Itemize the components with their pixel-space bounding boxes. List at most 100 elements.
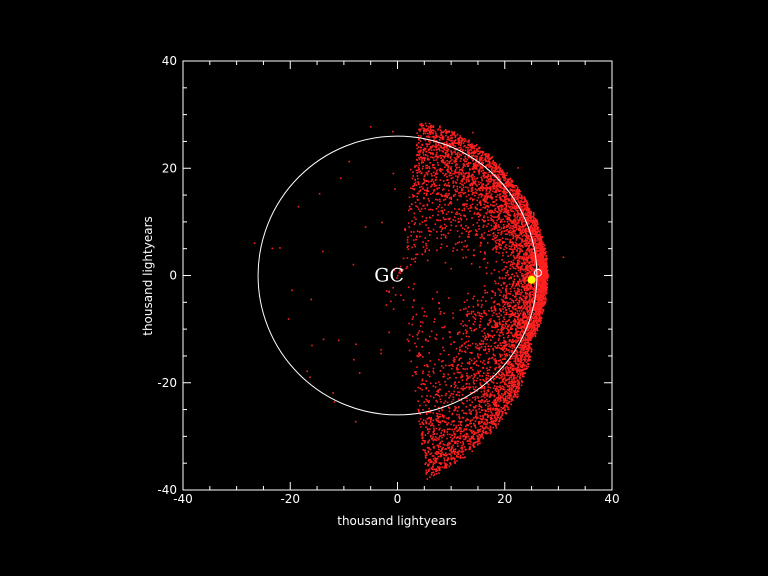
scatter-point — [427, 129, 429, 132]
scatter-point — [515, 330, 518, 333]
scatter-point — [516, 292, 518, 294]
scatter-point — [500, 406, 502, 409]
scatter-point — [469, 386, 472, 389]
scatter-point — [542, 270, 544, 273]
scatter-point — [406, 239, 409, 241]
scatter-point — [499, 331, 501, 334]
scatter-point — [516, 188, 519, 191]
scatter-point — [429, 458, 432, 461]
scatter-point — [417, 169, 419, 172]
scatter-point — [522, 231, 525, 234]
scatter-point — [530, 348, 533, 351]
scatter-point — [487, 173, 489, 176]
scatter-point — [518, 256, 521, 258]
scatter-point — [452, 173, 454, 175]
scatter-point — [466, 397, 468, 399]
scatter-point — [468, 383, 471, 385]
scatter-point — [495, 347, 498, 349]
scatter-point — [481, 367, 484, 369]
scatter-point — [443, 415, 445, 417]
scatter-point — [511, 299, 513, 301]
scatter-point — [477, 181, 480, 183]
scatter-point — [526, 200, 528, 202]
scatter-point — [481, 179, 483, 182]
scatter-point — [432, 436, 434, 438]
scatter-point — [438, 395, 441, 398]
scatter-point — [479, 244, 482, 247]
scatter-point — [442, 150, 444, 153]
scatter-point — [433, 433, 436, 435]
scatter-point — [501, 354, 503, 356]
scatter-point — [507, 205, 510, 207]
scatter-point — [506, 372, 508, 374]
scatter-point — [454, 381, 456, 384]
scatter-point — [535, 318, 537, 320]
scatter-point — [458, 353, 460, 355]
scatter-point — [461, 209, 463, 212]
scatter-point — [439, 226, 441, 228]
scatter-point — [521, 225, 524, 228]
scatter-point — [537, 324, 539, 327]
scatter-point — [534, 285, 536, 288]
scatter-point — [447, 456, 449, 459]
scatter-point — [430, 436, 432, 438]
scatter-point — [444, 394, 447, 397]
scatter-point — [524, 326, 526, 329]
scatter-point — [432, 439, 435, 442]
scatter-point — [424, 157, 427, 159]
scatter-point — [512, 220, 514, 223]
scatter-point — [428, 459, 430, 462]
scatter-point — [443, 142, 446, 144]
scatter-point — [466, 362, 469, 364]
scatter-point — [464, 350, 466, 353]
scatter-point — [524, 289, 526, 292]
scatter-point — [522, 314, 525, 317]
scatter-point — [504, 176, 506, 179]
scatter-point — [492, 204, 495, 207]
scatter-point — [476, 234, 479, 236]
scatter-point — [492, 247, 495, 249]
scatter-point — [461, 139, 464, 142]
scatter-point — [413, 182, 416, 185]
scatter-point — [515, 284, 518, 286]
scatter-point — [523, 327, 525, 329]
scatter-point — [524, 230, 526, 232]
scatter-point — [519, 202, 521, 204]
scatter-point — [504, 325, 507, 327]
scatter-point — [541, 249, 544, 252]
scatter-point — [494, 358, 497, 360]
scatter-point — [460, 137, 462, 139]
scatter-point — [511, 286, 513, 288]
scatter-point — [521, 257, 523, 260]
scatter-point — [478, 403, 481, 406]
scatter-point — [431, 298, 434, 300]
scatter-point — [541, 303, 543, 305]
scatter-point — [496, 187, 499, 190]
scatter-point — [520, 233, 522, 236]
scatter-point — [531, 253, 533, 256]
scatter-point — [476, 395, 479, 398]
scatter-point — [484, 396, 486, 399]
scatter-point — [418, 139, 420, 141]
scatter-point — [490, 420, 493, 423]
scatter-point — [477, 370, 479, 373]
scatter-point — [477, 442, 479, 445]
scatter-point — [546, 283, 548, 286]
scatter-point — [502, 300, 504, 302]
scatter-point — [451, 421, 454, 423]
scatter-point — [524, 364, 526, 367]
scatter-point — [484, 410, 487, 412]
scatter-point — [520, 335, 522, 337]
scatter-point — [457, 445, 459, 447]
scatter-point — [470, 230, 472, 232]
scatter-point — [473, 150, 476, 152]
scatter-point — [529, 272, 532, 275]
scatter-point — [461, 179, 464, 181]
scatter-point — [487, 427, 490, 430]
scatter-point — [510, 344, 513, 347]
scatter-point — [438, 184, 441, 186]
scatter-point — [500, 347, 502, 350]
scatter-point — [509, 293, 511, 295]
scatter-point — [480, 313, 483, 315]
scatter-point — [503, 210, 506, 212]
